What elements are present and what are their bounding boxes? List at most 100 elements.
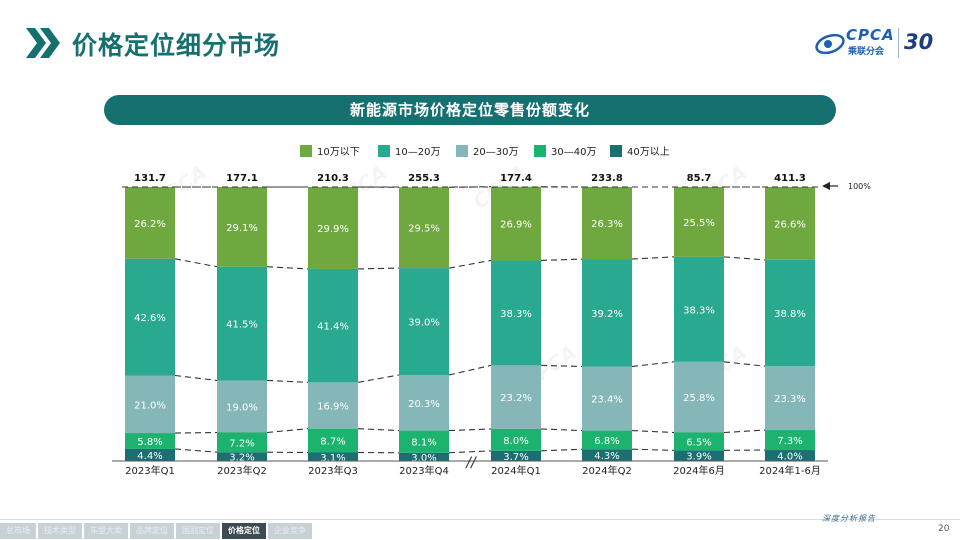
bar-segment xyxy=(674,256,724,362)
footer-tab-country-position[interactable]: 国别定位 xyxy=(176,523,220,539)
page-title: 价格定位细分市场 xyxy=(72,31,281,60)
total-label: 233.8 xyxy=(591,173,623,184)
bar-segment xyxy=(765,430,815,451)
connector-line xyxy=(174,258,218,268)
footer-tab-tech-type[interactable]: 技术类型 xyxy=(38,523,82,539)
legend-label: 40万以上 xyxy=(627,146,670,158)
data-label: 39.2% xyxy=(591,309,623,320)
connector-line xyxy=(448,450,492,454)
x-tick-label: 2023年Q2 xyxy=(217,464,267,477)
data-label: 4.0% xyxy=(777,452,802,463)
footer-divider xyxy=(0,519,960,520)
connector-line xyxy=(357,267,400,270)
bar-segment xyxy=(399,452,449,461)
x-tick-label: 2023年Q3 xyxy=(308,464,358,477)
data-label: 29.9% xyxy=(317,224,349,235)
data-label: 41.4% xyxy=(317,322,349,333)
bar-segment xyxy=(674,187,724,257)
legend-label: 10万以下 xyxy=(317,147,360,158)
bar-segment xyxy=(491,186,541,261)
data-label: 25.8% xyxy=(683,393,715,404)
connector-line xyxy=(448,364,492,376)
bar-segment xyxy=(399,374,449,431)
bar-segment xyxy=(582,430,632,450)
footer-tab-price-position[interactable]: 价格定位 xyxy=(222,523,266,539)
footer-tab-competition[interactable]: 企业竞争 xyxy=(268,523,312,539)
bar-segment xyxy=(491,428,541,451)
connector-line xyxy=(723,361,766,367)
stacked-bar-chart: 10万以下 10—20万 20—30万 30—40万 40万以上 4.4% 5.8% 21.0… xyxy=(112,145,871,477)
reference-arrow xyxy=(822,182,830,190)
bar-segment xyxy=(765,450,815,461)
connector-line xyxy=(540,364,583,368)
double-chevron-icon xyxy=(26,28,60,58)
connector-line xyxy=(540,428,583,432)
x-tick-label: 2024年Q2 xyxy=(582,464,632,477)
bar-segment xyxy=(399,268,449,375)
bar-segment xyxy=(217,380,267,433)
data-label: 23.3% xyxy=(774,394,806,405)
total-label: 177.4 xyxy=(500,173,532,184)
data-label: 38.3% xyxy=(683,305,715,316)
legend-swatch xyxy=(456,145,468,157)
connector-line xyxy=(174,448,218,453)
bar-segment xyxy=(308,187,358,269)
x-tick-label: 2024年1-6月 xyxy=(759,464,821,477)
total-label: 131.7 xyxy=(134,173,166,184)
connector-line xyxy=(723,429,766,434)
data-label: 23.4% xyxy=(591,395,623,406)
footer-tab-brand-position[interactable]: 品牌定位 xyxy=(130,523,174,539)
data-label: 7.2% xyxy=(229,438,254,449)
data-label: 29.5% xyxy=(408,224,440,235)
connector-line xyxy=(266,379,309,383)
bar-segment xyxy=(582,259,632,367)
data-label: 8.7% xyxy=(320,437,345,448)
bar-segment xyxy=(125,448,175,461)
connector-line xyxy=(631,256,675,260)
data-label: 25.5% xyxy=(683,218,715,229)
footer-tab-vehicle-class[interactable]: 车型大类 xyxy=(84,523,128,539)
legend-label: 30—40万 xyxy=(551,147,596,158)
cpca-swoosh-icon xyxy=(815,33,845,55)
bar-segment xyxy=(399,430,449,453)
data-label: 4.3% xyxy=(594,451,619,462)
bar-segment xyxy=(308,428,358,453)
connector-line xyxy=(357,374,400,383)
page-header: 价格定位细分市场 CPCA 乘联分会 30 xyxy=(0,0,960,80)
bar-segment xyxy=(582,366,632,431)
data-label: 3.9% xyxy=(686,452,711,463)
connector-line xyxy=(631,361,675,368)
bar-segment xyxy=(674,361,724,433)
cpca-logo: CPCA 乘联分会 30 xyxy=(814,26,946,62)
connector-line xyxy=(174,431,218,434)
connector-line xyxy=(631,430,675,434)
data-label: 26.9% xyxy=(500,220,532,231)
bar-segment xyxy=(125,433,175,449)
bar-segment xyxy=(125,258,175,376)
data-label: 26.2% xyxy=(134,219,166,230)
connector-line xyxy=(540,258,583,261)
total-label: 210.3 xyxy=(317,173,349,184)
x-tick-label: 2023年Q1 xyxy=(125,464,175,477)
connector-line xyxy=(448,259,492,269)
data-label: 6.8% xyxy=(594,436,619,447)
bar-segment xyxy=(308,382,358,429)
footer-tab-total-market[interactable]: 总市场 xyxy=(0,523,36,539)
bar-segment xyxy=(217,266,267,381)
chart-title-banner: 新能源市场价格定位零售份额变化 xyxy=(104,95,836,125)
legend-label: 20—30万 xyxy=(473,147,518,158)
reference-label: 100% xyxy=(848,182,871,191)
connector-line xyxy=(540,448,583,452)
bar-segment xyxy=(491,260,541,366)
legend-swatch xyxy=(610,145,622,157)
data-label: 26.6% xyxy=(774,219,806,230)
bar-segment xyxy=(491,365,541,429)
data-label: 5.8% xyxy=(137,437,162,448)
bar-segment xyxy=(491,450,541,461)
legend-swatch xyxy=(378,145,390,157)
bar-segment xyxy=(125,375,175,434)
data-label: 16.9% xyxy=(317,402,349,413)
anniversary-mark: 30 xyxy=(904,30,934,54)
data-label: 38.8% xyxy=(774,309,806,320)
data-label: 3.1% xyxy=(320,453,345,464)
